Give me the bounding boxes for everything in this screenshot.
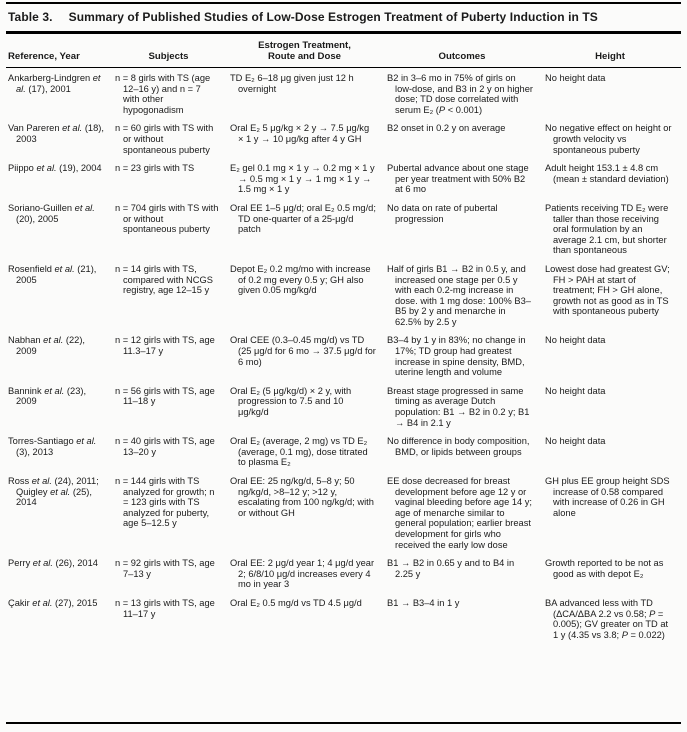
outcomes-cell: B2 in 3–6 mo in 75% of girls on low-dose… — [387, 73, 533, 115]
table-row: Perry et al. (26), 2014 n = 92 girls wit… — [6, 550, 681, 590]
height-cell: No negative effect on height or growth v… — [545, 123, 672, 155]
height-cell: Growth reported to be not as good as wit… — [545, 558, 664, 579]
height-cell: No height data — [545, 436, 606, 447]
subjects-cell: n = 40 girls with TS, age 13–20 y — [115, 436, 215, 457]
reference-cell: Rosenfield et al. (21), 2005 — [8, 263, 97, 285]
height-cell: No height data — [545, 385, 606, 396]
column-header-reference: Reference, Year — [6, 34, 113, 68]
outcomes-cell: B3–4 by 1 y in 83%; no change in 17%; TD… — [387, 335, 526, 378]
table-number: Table 3. — [8, 10, 53, 24]
height-cell: Adult height 153.1 ± 4.8 cm (mean ± stan… — [545, 163, 669, 184]
reference-cell: Çakir et al. (27), 2015 — [8, 597, 98, 608]
table-row: Piippo et al. (19), 2004 n = 23 girls wi… — [6, 155, 681, 195]
subjects-cell: n = 92 girls with TS, age 7–13 y — [115, 558, 215, 579]
outcomes-cell: Breast stage progressed in same timing a… — [387, 385, 530, 428]
reference-cell: Soriano-Guillen et al. (20), 2005 — [8, 202, 95, 224]
header-row: Reference, Year Subjects Estrogen Treatm… — [6, 34, 681, 68]
outcomes-cell: B1 → B3–4 in 1 y — [387, 597, 460, 608]
table-row: Torres-Santiago et al. (3), 2013 n = 40 … — [6, 428, 681, 468]
subjects-cell: n = 8 girls with TS (age 12–16 y) and n … — [115, 73, 211, 115]
table-row: Ankarberg-Lindgren et al. (17), 2001 n =… — [6, 68, 681, 116]
outcomes-cell: No data on rate of pubertal progression — [387, 202, 498, 224]
treatment-cell: Oral EE: 25 ng/kg/d, 5–8 y; 50 ng/kg/d, … — [230, 476, 374, 518]
table-row: Van Pareren et al. (18), 2003 n = 60 gir… — [6, 115, 681, 155]
subjects-cell: n = 13 girls with TS, age 11–17 y — [115, 597, 215, 619]
table-row: Nabhan et al. (22), 2009 n = 12 girls wi… — [6, 327, 681, 377]
treatment-cell: E₂ gel 0.1 mg × 1 y → 0.2 mg × 1 y → 0.5… — [230, 163, 375, 195]
table-row: Rosenfield et al. (21), 2005 n = 14 girl… — [6, 256, 681, 328]
table-row: Ross et al. (24), 2011; Quigley et al. (… — [6, 468, 681, 550]
height-cell: BA advanced less with TD (ΔCA/ΔBA 2.2 vs… — [545, 597, 669, 640]
treatment-cell: Depot E₂ 0.2 mg/mo with increase of 0.2 … — [230, 263, 371, 296]
treatment-cell: Oral E₂ (average, 2 mg) vs TD E₂ (averag… — [230, 436, 368, 468]
height-cell: No height data — [545, 73, 606, 83]
table-row: Çakir et al. (27), 2015 n = 13 girls wit… — [6, 590, 681, 640]
bottom-rule — [6, 722, 681, 724]
column-header-outcomes: Outcomes — [385, 34, 543, 68]
outcomes-cell: Half of girls B1 → B2 in 0.5 y, and incr… — [387, 263, 531, 327]
subjects-cell: n = 704 girls with TS with or without sp… — [115, 202, 219, 235]
height-cell: No height data — [545, 335, 606, 346]
subjects-cell: n = 144 girls with TS analyzed for growt… — [115, 476, 215, 529]
subjects-cell: n = 12 girls with TS, age 11.3–17 y — [115, 335, 215, 357]
table-title-text: Summary of Published Studies of Low-Dose… — [68, 10, 598, 24]
outcomes-cell: B1 → B2 in 0.65 y and to B4 in 2.25 y — [387, 558, 515, 579]
reference-cell: Nabhan et al. (22), 2009 — [8, 335, 86, 357]
outcomes-cell: EE dose decreased for breast development… — [387, 476, 532, 550]
reference-cell: Perry et al. (26), 2014 — [8, 558, 98, 569]
table-title: Table 3. Summary of Published Studies of … — [6, 4, 681, 34]
column-header-treatment: Estrogen Treatment, Route and Dose — [228, 34, 385, 68]
treatment-cell: Oral E₂ 0.5 mg/d vs TD 4.5 μg/d — [230, 597, 362, 608]
subjects-cell: n = 60 girls with TS with or without spo… — [115, 123, 214, 155]
outcomes-cell: B2 onset in 0.2 y on average — [387, 123, 506, 134]
treatment-cell: Oral E₂ (5 μg/kg/d) × 2 y, with progress… — [230, 385, 352, 418]
treatment-cell: Oral CEE (0.3–0.45 mg/d) vs TD (25 μg/d … — [230, 335, 376, 367]
height-cell: Patients receiving TD E₂ were taller tha… — [545, 202, 669, 256]
reference-cell: Bannink et al. (23), 2009 — [8, 385, 87, 407]
treatment-cell: Oral EE 1–5 μg/d; oral E₂ 0.5 mg/d; TD o… — [230, 202, 376, 235]
subjects-cell: n = 56 girls with TS, age 11–18 y — [115, 385, 215, 407]
outcomes-cell: Pubertal advance about one stage per yea… — [387, 163, 529, 195]
reference-cell: Piippo et al. (19), 2004 — [8, 163, 102, 174]
treatment-cell: TD E₂ 6–18 μg given just 12 h overnight — [230, 73, 354, 94]
studies-table: Reference, Year Subjects Estrogen Treatm… — [6, 34, 681, 640]
subjects-cell: n = 14 girls with TS, compared with NCGS… — [115, 263, 213, 296]
table-row: Bannink et al. (23), 2009 n = 56 girls w… — [6, 378, 681, 428]
reference-cell: Torres-Santiago et al. (3), 2013 — [8, 436, 97, 457]
reference-cell: Ankarberg-Lindgren et al. (17), 2001 — [8, 73, 101, 94]
top-rule — [6, 2, 681, 4]
treatment-cell: Oral E₂ 5 μg/kg × 2 y → 7.5 μg/kg × 1 y … — [230, 123, 370, 144]
column-header-subjects: Subjects — [113, 34, 228, 68]
height-cell: GH plus EE group height SDS increase of … — [545, 476, 670, 518]
treatment-cell: Oral EE: 2 μg/d year 1; 4 μg/d year 2; 6… — [230, 558, 375, 590]
height-cell: Lowest dose had greatest GV; FH > PAH at… — [545, 263, 670, 317]
table-row: Soriano-Guillen et al. (20), 2005 n = 70… — [6, 195, 681, 256]
reference-cell: Van Pareren et al. (18), 2003 — [8, 123, 104, 144]
subjects-cell: n = 23 girls with TS — [115, 163, 195, 174]
outcomes-cell: No difference in body composition, BMD, … — [387, 436, 530, 457]
column-header-height: Height — [543, 34, 681, 68]
reference-cell: Ross et al. (24), 2011; Quigley et al. (… — [8, 476, 99, 508]
